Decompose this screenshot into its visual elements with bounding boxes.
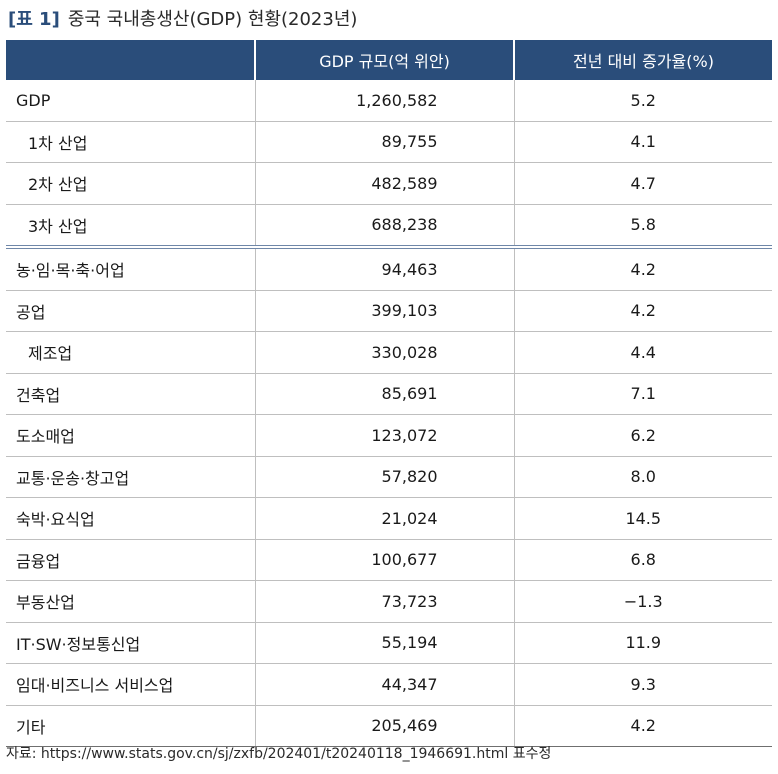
table-row: 기타 205,469 4.2: [6, 705, 772, 747]
row-gdp-value: 89,755: [254, 121, 514, 163]
row-category: 공업: [6, 290, 255, 332]
header-gdp: GDP 규모(억 위안): [254, 40, 514, 80]
row-growth-rate: 6.8: [513, 539, 772, 581]
row-growth-rate: 4.4: [513, 331, 772, 374]
row-growth-rate: 5.2: [513, 80, 772, 122]
row-growth-rate: 4.1: [513, 121, 772, 163]
row-gdp-value: 55,194: [254, 622, 514, 664]
row-category: 교통·운송·창고업: [6, 456, 255, 498]
row-category: 건축업: [6, 373, 255, 415]
header-growth-rate: 전년 대비 증가율(%): [513, 40, 772, 80]
table-row: 숙박·요식업 21,024 14.5: [6, 497, 772, 540]
table-row: IT·SW·정보통신업 55,194 11.9: [6, 622, 772, 664]
table-row: 2차 산업 482,589 4.7: [6, 162, 772, 205]
row-gdp-value: 688,238: [254, 204, 514, 249]
row-gdp-value: 21,024: [254, 497, 514, 540]
table-row: 공업 399,103 4.2: [6, 290, 772, 332]
table-label: [표 1]: [8, 9, 60, 30]
table-row: 부동산업 73,723 −1.3: [6, 580, 772, 623]
row-category: 기타: [6, 705, 255, 747]
table-row: 3차 산업 688,238 5.8: [6, 204, 772, 249]
table-title: [표 1] 중국 국내총생산(GDP) 현황(2023년): [8, 6, 357, 34]
row-growth-rate: −1.3: [513, 580, 772, 623]
table-row: 1차 산업 89,755 4.1: [6, 121, 772, 163]
table-title-text: 중국 국내총생산(GDP) 현황(2023년): [67, 9, 358, 30]
row-category: 임대·비즈니스 서비스업: [6, 663, 255, 706]
table-body: GDP 1,260,582 5.2 1차 산업 89,755 4.1 2차 산업 482,58…: [6, 80, 772, 747]
row-category: 1차 산업: [6, 121, 255, 163]
table-row: GDP 1,260,582 5.2: [6, 80, 772, 122]
table-row: 건축업 85,691 7.1: [6, 373, 772, 415]
row-gdp-value: 57,820: [254, 456, 514, 498]
row-gdp-value: 85,691: [254, 373, 514, 415]
gdp-table: GDP 규모(억 위안) 전년 대비 증가율(%) GDP 1,260,582 5.…: [6, 40, 772, 747]
row-gdp-value: 330,028: [254, 331, 514, 374]
source-note: 자료: https://www.stats.gov.cn/sj/zxfb/202…: [6, 746, 552, 762]
row-growth-rate: 14.5: [513, 497, 772, 540]
row-growth-rate: 9.3: [513, 663, 772, 706]
row-growth-rate: 4.2: [513, 247, 772, 291]
row-category: 농·임·목·축·어업: [6, 247, 255, 291]
header-category: [6, 40, 255, 80]
row-growth-rate: 4.2: [513, 290, 772, 332]
row-category: GDP: [6, 80, 255, 122]
row-growth-rate: 6.2: [513, 414, 772, 457]
table-row: 도소매업 123,072 6.2: [6, 414, 772, 457]
table-row: 금융업 100,677 6.8: [6, 539, 772, 581]
row-gdp-value: 44,347: [254, 663, 514, 706]
row-category: 금융업: [6, 539, 255, 581]
row-category: 부동산업: [6, 580, 255, 623]
row-growth-rate: 7.1: [513, 373, 772, 415]
table-row: 농·임·목·축·어업 94,463 4.2: [6, 247, 772, 291]
row-gdp-value: 482,589: [254, 162, 514, 205]
table-row: 임대·비즈니스 서비스업 44,347 9.3: [6, 663, 772, 706]
row-gdp-value: 205,469: [254, 705, 514, 747]
row-category: 2차 산업: [6, 162, 255, 205]
row-growth-rate: 4.7: [513, 162, 772, 205]
row-category: IT·SW·정보통신업: [6, 622, 255, 664]
row-gdp-value: 123,072: [254, 414, 514, 457]
row-gdp-value: 73,723: [254, 580, 514, 623]
table-header: GDP 규모(억 위안) 전년 대비 증가율(%): [6, 40, 772, 80]
row-category: 제조업: [6, 331, 255, 374]
row-gdp-value: 94,463: [254, 247, 514, 291]
table-row: 교통·운송·창고업 57,820 8.0: [6, 456, 772, 498]
row-growth-rate: 5.8: [513, 204, 772, 249]
table-row: 제조업 330,028 4.4: [6, 331, 772, 374]
row-category: 도소매업: [6, 414, 255, 457]
row-category: 숙박·요식업: [6, 497, 255, 540]
row-gdp-value: 399,103: [254, 290, 514, 332]
row-category: 3차 산업: [6, 204, 255, 249]
row-growth-rate: 11.9: [513, 622, 772, 664]
row-gdp-value: 100,677: [254, 539, 514, 581]
row-gdp-value: 1,260,582: [254, 80, 514, 122]
row-growth-rate: 8.0: [513, 456, 772, 498]
header-row: GDP 규모(억 위안) 전년 대비 증가율(%): [6, 40, 772, 80]
row-growth-rate: 4.2: [513, 705, 772, 747]
